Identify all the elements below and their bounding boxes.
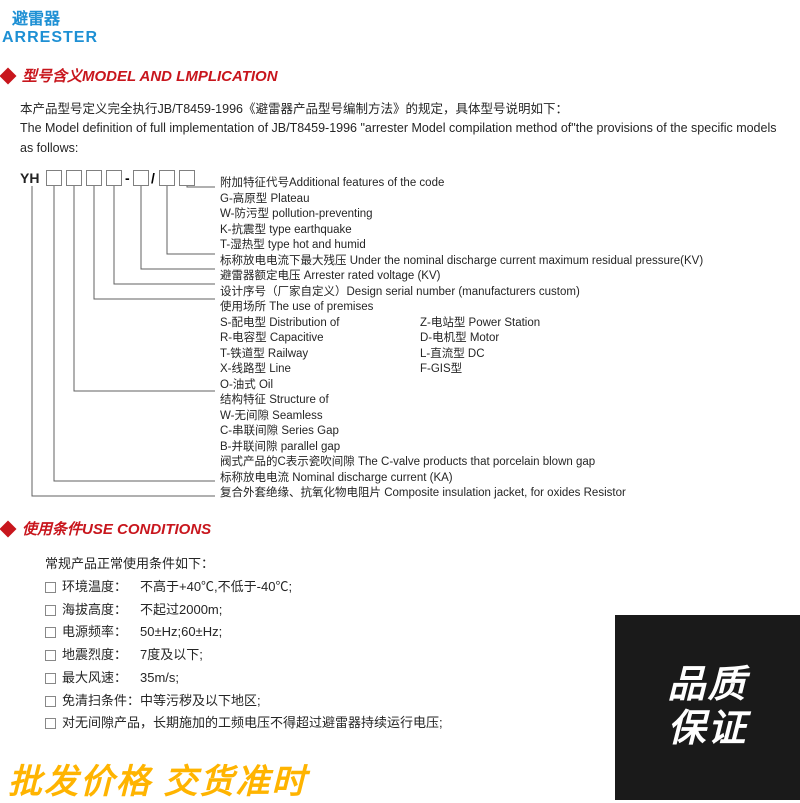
- model-intro: 本产品型号定义完全执行JB/T8459-1996《避雷器产品型号编制方法》的规定…: [0, 100, 800, 158]
- spec-line: 设计序号（厂家自定义）Design serial number (manufac…: [220, 285, 703, 301]
- model-box: [86, 170, 102, 186]
- checkbox-icon: [45, 650, 56, 661]
- banner-line2: 保证: [667, 708, 747, 752]
- model-box: [106, 170, 122, 186]
- diamond-icon: [0, 67, 16, 84]
- checkbox-icon: [45, 605, 56, 616]
- spec-pair-row: S-配电型 Distribution ofZ-电站型 Power Station: [220, 316, 703, 332]
- model-box: [133, 170, 149, 186]
- spec-line: 复合外套绝缘、抗氧化物电阻片 Composite insulation jack…: [220, 486, 703, 502]
- model-box: [159, 170, 175, 186]
- model-diagram: YH - / 附加特征代号Additional features of the …: [20, 170, 800, 500]
- spec-line: 附加特征代号Additional features of the code: [220, 176, 703, 192]
- spec-pair-row: R-电容型 CapacitiveD-电机型 Motor: [220, 331, 703, 347]
- spec-line: K-抗震型 type earthquake: [220, 223, 703, 239]
- bracket-lines: [20, 186, 220, 506]
- spec-line: 标称放电电流下最大残压 Under the nominal discharge …: [220, 254, 703, 270]
- cond-row: 环境温度：不高于+40℃,不低于-40℃;: [45, 576, 800, 599]
- spec-line: G-高原型 Plateau: [220, 192, 703, 208]
- section-use-title: 使用条件USE CONDITIONS: [22, 518, 211, 539]
- intro-en: The Model definition of full implementat…: [20, 119, 790, 158]
- corner-banner: 品质 保证: [615, 615, 800, 800]
- dash: -: [125, 170, 130, 186]
- model-box: [66, 170, 82, 186]
- model-box: [179, 170, 195, 186]
- spec-line: W-无间隙 Seamless: [220, 409, 703, 425]
- section-model-header: 型号含义MODEL AND LMPLICATION: [0, 65, 800, 86]
- banner-yellow: 批发价格 交货准时: [0, 756, 615, 800]
- spec-line: 避雷器额定电压 Arrester rated voltage (KV): [220, 269, 703, 285]
- section-model-title: 型号含义MODEL AND LMPLICATION: [22, 65, 278, 86]
- model-box: [46, 170, 62, 186]
- spec-text: 附加特征代号Additional features of the code G-…: [220, 176, 703, 502]
- spec-line: 阀式产品的C表示瓷吹间隙 The C-valve products that p…: [220, 455, 703, 471]
- diamond-icon: [0, 520, 16, 537]
- spec-pair-row: X-线路型 LineF-GIS型: [220, 362, 703, 378]
- spec-line: B-并联间隙 parallel gap: [220, 440, 703, 456]
- checkbox-icon: [45, 627, 56, 638]
- spec-line: C-串联间隙 Series Gap: [220, 424, 703, 440]
- spec-line: 标称放电电流 Nominal discharge current (KA): [220, 471, 703, 487]
- checkbox-icon: [45, 696, 56, 707]
- spec-line: T-湿热型 type hot and humid: [220, 238, 703, 254]
- checkbox-icon: [45, 582, 56, 593]
- banner-line1: 品质: [667, 664, 747, 708]
- header-chinese: 避雷器: [0, 5, 800, 29]
- spec-pair-row: O-油式 Oil: [220, 378, 703, 394]
- checkbox-icon: [45, 673, 56, 684]
- checkbox-icon: [45, 718, 56, 729]
- spec-line: 使用场所 The use of premises: [220, 300, 703, 316]
- intro-cn: 本产品型号定义完全执行JB/T8459-1996《避雷器产品型号编制方法》的规定…: [20, 100, 790, 119]
- header-english: ARRESTER: [0, 29, 800, 47]
- section-use-header: 使用条件USE CONDITIONS: [0, 518, 800, 539]
- use-intro: 常规产品正常使用条件如下：: [45, 553, 800, 576]
- spec-line: W-防污型 pollution-preventing: [220, 207, 703, 223]
- spec-line: 结构特征 Structure of: [220, 393, 703, 409]
- spec-pair-row: T-铁道型 RailwayL-直流型 DC: [220, 347, 703, 363]
- slash: /: [151, 170, 155, 186]
- banner-yellow-text: 批发价格 交货准时: [0, 754, 307, 803]
- page-header: 避雷器 ARRESTER: [0, 0, 800, 47]
- model-prefix: YH: [20, 170, 39, 186]
